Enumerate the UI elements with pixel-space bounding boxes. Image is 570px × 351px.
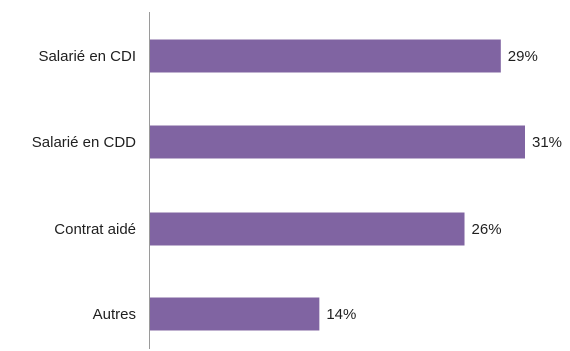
data-label: 26% xyxy=(472,221,502,238)
bar xyxy=(150,125,525,159)
bars-group: Salarié en CDI 29% Salarié en CDD 31% Contra… xyxy=(32,39,562,331)
bar xyxy=(150,297,320,331)
data-label: 31% xyxy=(532,134,562,151)
data-label: 29% xyxy=(508,48,538,65)
category-label: Salarié en CDD xyxy=(32,134,136,151)
bar xyxy=(150,39,501,73)
bar xyxy=(150,212,465,246)
category-label: Salarié en CDI xyxy=(38,48,136,65)
category-label: Contrat aidé xyxy=(54,221,136,238)
category-label: Autres xyxy=(93,306,136,323)
data-label: 14% xyxy=(326,306,356,323)
